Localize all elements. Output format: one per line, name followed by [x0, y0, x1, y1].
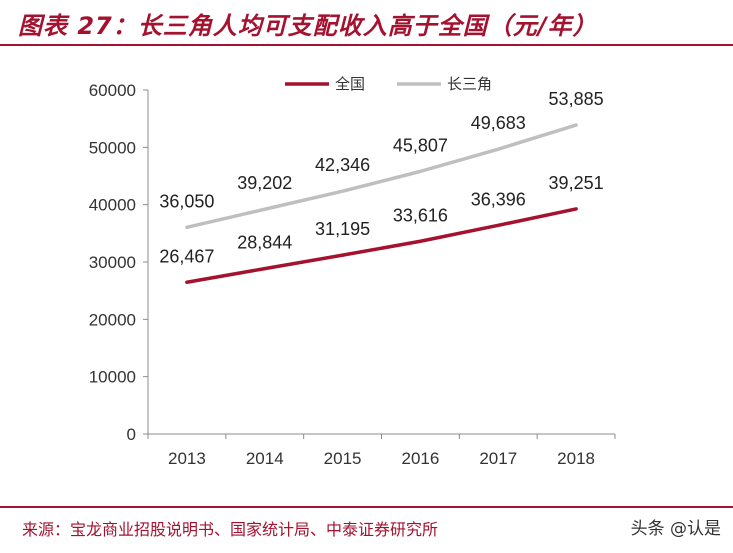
header: 图表 27：长三角人均可支配收入高于全国（元/年）	[0, 0, 733, 46]
x-tick-label: 2014	[246, 449, 284, 468]
data-label: 42,346	[315, 155, 370, 175]
legend: 全国 长三角	[285, 75, 492, 93]
data-label: 53,885	[549, 89, 604, 109]
data-label: 39,251	[549, 173, 604, 193]
legend-label-0: 全国	[335, 75, 365, 93]
series-line-0	[185, 207, 578, 285]
header-divider	[0, 44, 733, 46]
y-tick-label: 10000	[89, 368, 136, 387]
source-note: 来源：宝龙商业招股说明书、国家统计局、中泰证券研究所	[22, 520, 439, 539]
data-label: 26,467	[159, 246, 214, 266]
x-axis: 2013 2014 2015 2016 2017 2018	[147, 433, 616, 468]
x-tick-label: 2016	[402, 449, 440, 468]
x-tick-label: 2018	[557, 449, 595, 468]
watermark: 头条 @认是	[630, 519, 721, 539]
footer-divider	[0, 506, 733, 508]
data-label: 33,616	[393, 205, 448, 225]
chart-title: 图表 27：长三角人均可支配收入高于全国（元/年）	[18, 12, 598, 40]
y-tick-label: 0	[127, 425, 136, 444]
data-label: 31,195	[315, 219, 370, 239]
y-tick-label: 30000	[89, 253, 136, 272]
x-tick-label: 2015	[324, 449, 362, 468]
x-tick-label: 2013	[168, 449, 206, 468]
series-line-1	[185, 123, 578, 230]
x-tick-label: 2017	[479, 449, 517, 468]
data-label: 45,807	[393, 135, 448, 155]
y-axis: 0 10000 20000 30000 40000 50000 60000	[89, 81, 149, 444]
data-label: 36,050	[159, 191, 214, 211]
line-chart: 0 10000 20000 30000 40000 50000 60000 2013 2014…	[89, 75, 616, 468]
y-tick-label: 40000	[89, 196, 136, 215]
data-label: 28,844	[237, 233, 292, 253]
series-layer	[185, 123, 578, 285]
data-label: 39,202	[237, 173, 292, 193]
y-tick-label: 60000	[89, 81, 136, 100]
legend-label-1: 长三角	[447, 75, 492, 93]
data-label: 49,683	[471, 113, 526, 133]
y-tick-label: 20000	[89, 310, 136, 329]
data-labels: 26,467 28,844 31,195 33,616 36,396 39,251 36,0…	[159, 89, 603, 266]
y-tick-label: 50000	[89, 138, 136, 157]
data-label: 36,396	[471, 189, 526, 209]
